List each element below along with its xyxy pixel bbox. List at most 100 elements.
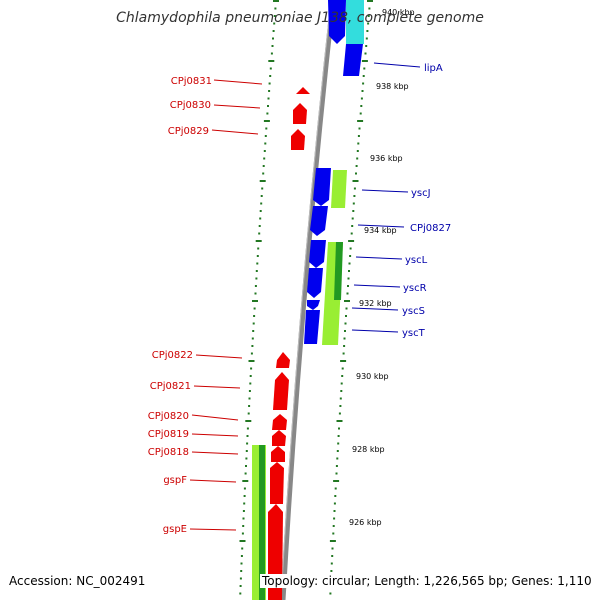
ruler-dot	[362, 82, 365, 85]
ruler-dot	[333, 502, 336, 505]
ruler-dot	[245, 420, 252, 422]
ruler-dot	[248, 405, 251, 407]
blue-gene-CPj0827	[310, 206, 328, 236]
ruler-dot	[344, 322, 347, 325]
accession-text: Accession: NC_002491	[9, 574, 146, 588]
tick-label: 930 kbp	[356, 372, 389, 381]
genome-backbone	[280, 0, 336, 600]
ruler-dot	[366, 30, 369, 32]
ruler-dot	[267, 97, 270, 100]
tick-label: 940 kbp	[382, 8, 415, 17]
ruler-dot	[347, 277, 350, 280]
ruler-dot	[246, 442, 249, 445]
ruler-dot	[331, 555, 334, 557]
gene-label: CPj0818	[148, 447, 189, 458]
ruler-dot	[239, 540, 246, 542]
ruler-dot	[256, 262, 259, 265]
ruler-dot	[259, 210, 262, 212]
red-gene-CPj0819	[272, 430, 286, 446]
ruler-dot	[333, 510, 336, 512]
ruler-dot	[262, 165, 265, 167]
ruler-dot	[353, 195, 356, 197]
tick-label: 926 kbp	[349, 518, 382, 527]
ruler-dot	[358, 127, 361, 130]
blue-gene-lipA	[343, 44, 363, 76]
ruler-dot	[268, 60, 275, 62]
ruler-dot	[270, 52, 273, 55]
tick-label: 928 kbp	[352, 445, 385, 454]
ruler-dot	[339, 405, 342, 407]
ruler-dot	[339, 397, 342, 400]
ruler-dot	[247, 412, 250, 415]
gene-label: yscL	[405, 255, 428, 266]
gene-label: CPj0819	[148, 429, 189, 440]
ruler-dot	[341, 375, 344, 377]
ruler-dot	[249, 382, 252, 385]
ruler-dot	[330, 570, 333, 572]
gene-label: CPj0820	[148, 411, 189, 422]
ruler-dot	[255, 277, 258, 280]
ruler-dot	[351, 225, 354, 227]
ruler-dot	[349, 255, 352, 257]
ruler-dot	[252, 322, 255, 325]
blue-gene-yscL	[309, 240, 326, 268]
ruler-dot	[268, 90, 271, 92]
ruler-dot	[349, 247, 352, 250]
dark-green-feature-lower	[259, 445, 265, 600]
red-gene-CPj0820	[272, 414, 287, 430]
gene-label: CPj0830	[170, 100, 211, 111]
ruler-dot	[348, 262, 351, 265]
ruler-dot	[357, 142, 360, 145]
ruler-dot	[243, 487, 246, 490]
label-leader-lines	[189, 62, 421, 531]
red-gene-CPj0831	[296, 87, 310, 94]
ruler-dot	[348, 270, 350, 272]
ruler-dot	[352, 210, 355, 212]
ruler-dot	[240, 570, 243, 572]
ruler-dot	[252, 330, 255, 332]
red-gene-gspF	[270, 462, 284, 504]
ruler-dot	[273, 0, 279, 2]
ruler-dot	[363, 67, 366, 70]
ruler-dot	[356, 157, 359, 160]
ruler-dot	[334, 487, 337, 490]
ruler-dot	[335, 465, 338, 467]
ruler-dot	[259, 180, 266, 182]
blue-gene-yscR	[307, 268, 323, 298]
ruler-dot	[239, 585, 242, 587]
ruler-dot	[240, 555, 243, 557]
ruler-dot	[252, 300, 258, 302]
gene-label: CPj0829	[168, 126, 209, 137]
ruler-dot	[332, 532, 335, 535]
ruler-dot	[251, 337, 254, 340]
ruler-dot	[353, 187, 356, 190]
gene-label: CPj0822	[152, 350, 193, 361]
gene-label: gspE	[163, 524, 187, 535]
ruler-dot	[268, 82, 271, 85]
ruler-dot	[245, 465, 247, 467]
gene-label: CPj0831	[171, 76, 212, 87]
gene-label: yscR	[403, 283, 427, 294]
map-title: Chlamydophila pneumoniae J138, complete …	[116, 10, 484, 26]
ruler-dot	[263, 157, 266, 160]
ruler-dot	[274, 7, 277, 10]
ruler-dot	[361, 60, 368, 62]
ruler-dot	[352, 202, 355, 205]
ruler-dot	[346, 292, 349, 295]
ruler-dot	[243, 502, 246, 505]
ruler-dot	[347, 285, 349, 287]
ruler-dot	[253, 315, 256, 317]
ruler-dot	[265, 127, 268, 130]
ruler-dot	[338, 427, 340, 430]
ruler-dot	[240, 562, 243, 565]
ruler-dot	[244, 472, 247, 475]
ruler-dot	[239, 577, 242, 580]
tick-label: 934 kbp	[364, 226, 397, 235]
ruler-dot	[259, 217, 262, 220]
ruler-dot	[348, 240, 355, 242]
ruler-dot	[336, 420, 343, 422]
ruler-dot	[340, 382, 343, 385]
ruler-dot	[258, 232, 261, 235]
ruler-dot	[340, 390, 343, 392]
